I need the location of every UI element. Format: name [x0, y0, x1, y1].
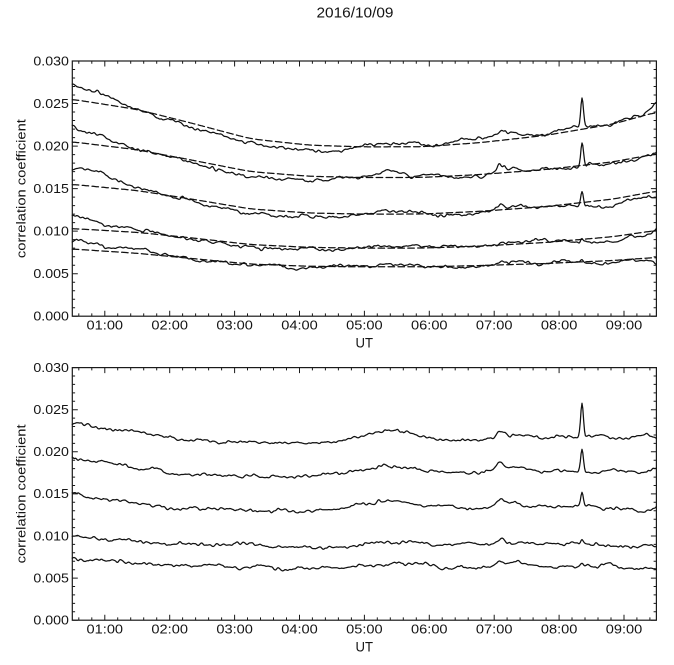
svg-text:02:00: 02:00	[151, 623, 188, 637]
svg-text:09:00: 09:00	[606, 319, 643, 333]
svg-text:07:00: 07:00	[476, 319, 513, 333]
svg-text:01:00: 01:00	[87, 623, 124, 637]
svg-text:08:00: 08:00	[541, 623, 578, 637]
svg-text:03:00: 03:00	[216, 623, 253, 637]
svg-text:08:00: 08:00	[541, 319, 578, 333]
svg-text:02:00: 02:00	[151, 319, 188, 333]
svg-text:0.020: 0.020	[33, 445, 69, 459]
svg-text:06:00: 06:00	[411, 319, 448, 333]
svg-text:09:00: 09:00	[606, 623, 643, 637]
svg-text:01:00: 01:00	[87, 319, 124, 333]
svg-text:0.025: 0.025	[33, 403, 69, 417]
svg-text:0.010: 0.010	[33, 224, 69, 238]
svg-text:UT: UT	[356, 335, 374, 350]
svg-text:correlation coefficient: correlation coefficient	[15, 424, 29, 564]
svg-text:05:00: 05:00	[346, 623, 383, 637]
svg-text:0.000: 0.000	[33, 614, 69, 628]
svg-text:0.025: 0.025	[33, 97, 69, 111]
svg-text:0.020: 0.020	[33, 139, 69, 153]
svg-text:0.030: 0.030	[33, 361, 69, 375]
svg-text:07:00: 07:00	[476, 623, 513, 637]
svg-text:06:00: 06:00	[411, 623, 448, 637]
svg-text:0.010: 0.010	[33, 529, 69, 543]
svg-text:2016/10/09: 2016/10/09	[317, 5, 394, 21]
svg-text:04:00: 04:00	[281, 319, 318, 333]
svg-text:correlation coefficient: correlation coefficient	[15, 119, 29, 259]
svg-text:0.030: 0.030	[33, 54, 69, 68]
svg-text:0.015: 0.015	[33, 487, 69, 501]
svg-text:03:00: 03:00	[216, 319, 253, 333]
svg-text:0.015: 0.015	[33, 182, 69, 196]
svg-text:0.005: 0.005	[33, 571, 69, 585]
svg-text:05:00: 05:00	[346, 319, 383, 333]
svg-text:0.000: 0.000	[33, 310, 69, 324]
svg-text:04:00: 04:00	[281, 623, 318, 637]
svg-text:0.005: 0.005	[33, 267, 69, 281]
svg-text:UT: UT	[356, 639, 374, 654]
